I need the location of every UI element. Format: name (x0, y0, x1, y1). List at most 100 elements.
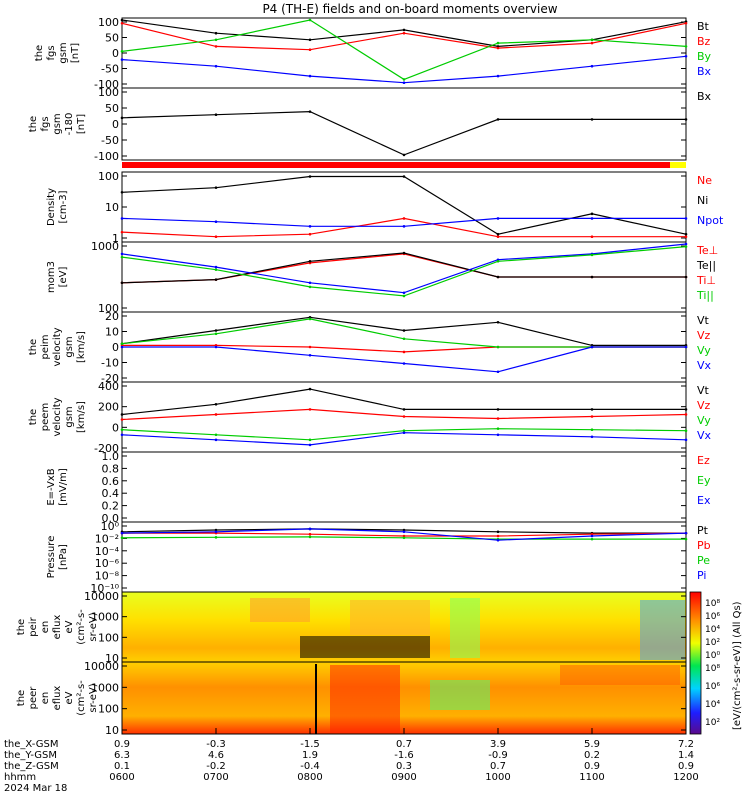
data-point (402, 217, 406, 220)
legend-entry: Ne (697, 174, 712, 187)
footer-date: 2024 Mar 18 (4, 783, 67, 794)
data-point (684, 232, 688, 236)
data-point (496, 417, 500, 420)
data-point (120, 230, 124, 234)
data-point (684, 429, 688, 433)
data-point (590, 435, 594, 439)
data-point (214, 186, 218, 189)
data-point (402, 536, 406, 540)
y-axis-label: [km/s] (76, 331, 87, 363)
y-axis-label: the (28, 339, 39, 355)
panel-1: 100 50 0 -50 -100 the fgs gsm [nT] Bt Bz By Bx (34, 16, 712, 91)
data-point (402, 294, 406, 298)
panel-frame (121, 171, 687, 243)
y-tick-label: 50 (105, 102, 119, 115)
mode-bar-fast (670, 162, 686, 168)
data-point (214, 265, 218, 269)
colorbar-tick: 10⁸ (705, 599, 720, 609)
y-axis-label: sr-eV) (88, 612, 99, 641)
data-point (120, 58, 124, 61)
y-tick-label: 100 (98, 302, 119, 315)
y-tick-label: -200 (94, 442, 119, 455)
legend-entry: Npot (697, 214, 724, 227)
data-point (214, 536, 218, 539)
y-tick-label: -10 (101, 357, 119, 370)
footer-value: 0900 (391, 772, 416, 783)
data-point (496, 217, 500, 220)
data-point (120, 536, 124, 540)
y-tick-label: 0.8 (102, 462, 120, 475)
data-point (684, 408, 688, 411)
data-point (496, 433, 500, 437)
y-axis-label: gsm (64, 406, 75, 427)
data-point (308, 285, 312, 289)
data-point (590, 41, 594, 45)
data-point (402, 153, 406, 157)
data-point (684, 413, 688, 416)
footer-value: 5.9 (584, 739, 600, 750)
data-point (214, 64, 218, 68)
data-point (402, 225, 406, 228)
footer-value: 0.2 (584, 750, 600, 761)
ion-spectrogram-feature (250, 598, 310, 622)
series-vt-line (121, 388, 686, 416)
y-axis-label: [eV] (58, 267, 69, 288)
data-point (684, 45, 688, 48)
colorbar-ticks: 10⁸ 10⁶ 10⁴ 10² 10⁰ 10⁸ 10⁶ 10⁴ 10² (705, 599, 720, 728)
y-axis-label: [nT] (70, 43, 81, 63)
y-axis-label: [cm-3] (58, 190, 69, 223)
data-point (684, 537, 688, 541)
legend-entry: Vt (697, 384, 710, 397)
data-point (308, 259, 312, 263)
data-point (402, 291, 406, 295)
y-axis-label: en (40, 692, 51, 705)
data-point (120, 18, 124, 22)
footer-value: 6.3 (114, 750, 130, 761)
legend-entry: Vz (697, 399, 711, 412)
data-point (590, 253, 594, 257)
panel-frame (121, 87, 687, 161)
y-tick-label: 0.2 (102, 500, 120, 513)
data-point (590, 534, 594, 538)
colorbar-tick: 10⁰ (705, 651, 720, 661)
data-point (402, 329, 406, 332)
legend-entry: Te|| (696, 259, 716, 272)
data-point (214, 278, 218, 281)
data-point (308, 387, 312, 391)
mode-bar-slow (122, 162, 670, 168)
y-axis-label: gsm (64, 336, 75, 357)
legend-entry: Ti⊥ (696, 274, 716, 287)
footer-value: 1100 (579, 772, 604, 783)
y-axis-label: the (16, 619, 27, 635)
footer-row-label: the_Y-GSM (4, 750, 57, 761)
data-point (308, 18, 312, 22)
y-tick-label: 10⁻⁸ (95, 570, 120, 583)
footer-value: 4.6 (208, 750, 224, 761)
data-point (214, 45, 218, 48)
data-point (590, 38, 594, 42)
legend-entry: Bx (697, 90, 712, 103)
footer-value: -0.2 (206, 761, 226, 772)
footer-value: -0.3 (206, 739, 226, 750)
colorbar-tick: 10² (705, 638, 720, 648)
data-point (496, 46, 500, 50)
colorbar-label: [eV/(cm²-s-sr-eV)] (All Qs) (732, 601, 743, 730)
ion-spectrogram-feature (450, 598, 480, 658)
data-point (214, 438, 218, 442)
data-point (496, 345, 500, 349)
y-tick-label: 0 (112, 118, 119, 131)
footer-value: 0.9 (114, 739, 130, 750)
footer-value: -1.6 (394, 750, 414, 761)
data-point (120, 190, 124, 194)
y-axis-label: the (34, 45, 45, 61)
data-point (496, 275, 500, 279)
data-point (214, 413, 218, 416)
data-point (308, 438, 312, 442)
data-point (214, 433, 218, 437)
data-point (402, 28, 406, 32)
footer-value: 0.7 (396, 739, 412, 750)
legend-entry: Ni (697, 194, 708, 207)
data-point (120, 433, 124, 437)
data-point (496, 41, 500, 45)
